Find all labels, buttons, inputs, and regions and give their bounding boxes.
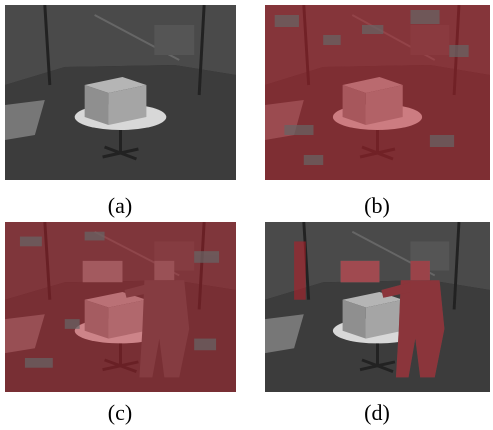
panel-a: [5, 5, 236, 180]
panel-c: [5, 222, 236, 392]
panel-b: [265, 5, 490, 180]
figure: (a) (b) (c) (d): [0, 0, 493, 430]
panel-label: (a): [108, 193, 132, 218]
panel-d: [265, 222, 490, 392]
panel-label: (d): [364, 400, 390, 425]
panel-label: (b): [364, 193, 390, 218]
panel-label: (c): [108, 400, 132, 425]
